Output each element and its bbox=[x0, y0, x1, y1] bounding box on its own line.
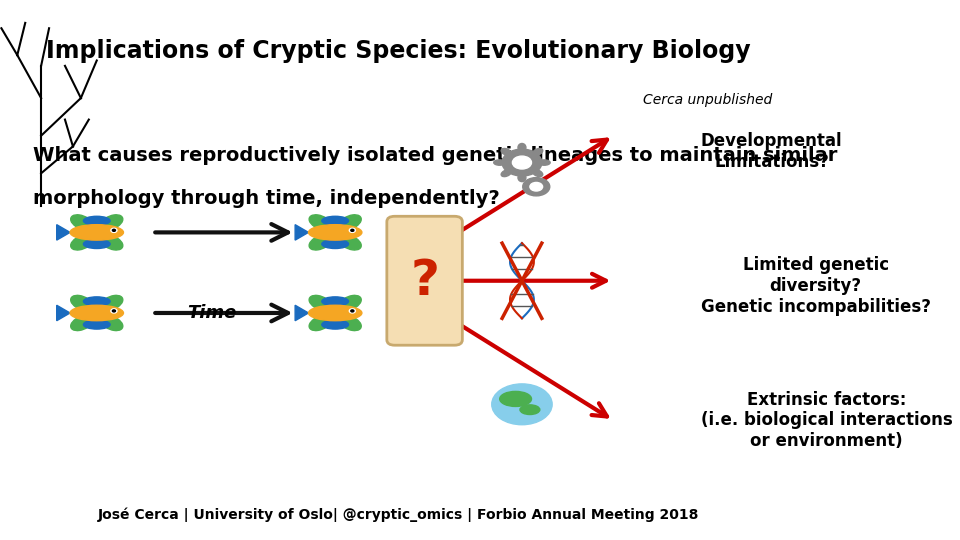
Text: Limited genetic
diversity?
Genetic incompabilities?: Limited genetic diversity? Genetic incom… bbox=[701, 256, 931, 316]
Ellipse shape bbox=[71, 215, 93, 230]
Ellipse shape bbox=[539, 160, 550, 165]
Polygon shape bbox=[57, 305, 70, 321]
Ellipse shape bbox=[322, 239, 348, 248]
Ellipse shape bbox=[70, 225, 124, 240]
Text: Developmental
Limitations?: Developmental Limitations? bbox=[701, 132, 842, 171]
Ellipse shape bbox=[533, 148, 542, 156]
Ellipse shape bbox=[339, 215, 361, 230]
Ellipse shape bbox=[339, 315, 361, 330]
Circle shape bbox=[523, 178, 550, 196]
Circle shape bbox=[530, 183, 542, 191]
Ellipse shape bbox=[493, 160, 506, 165]
Ellipse shape bbox=[322, 217, 348, 225]
Ellipse shape bbox=[84, 320, 110, 329]
Ellipse shape bbox=[84, 297, 110, 306]
Ellipse shape bbox=[518, 144, 526, 152]
Ellipse shape bbox=[71, 235, 93, 250]
Text: José Cerca | University of Oslo| @cryptic_omics | Forbio Annual Meeting 2018: José Cerca | University of Oslo| @crypti… bbox=[98, 508, 700, 523]
Circle shape bbox=[112, 310, 115, 312]
Text: morphology through time, independently?: morphology through time, independently? bbox=[34, 190, 500, 208]
Ellipse shape bbox=[308, 225, 362, 240]
Circle shape bbox=[502, 149, 541, 176]
Ellipse shape bbox=[101, 215, 123, 230]
Circle shape bbox=[492, 384, 552, 425]
Ellipse shape bbox=[322, 320, 348, 329]
Circle shape bbox=[349, 228, 355, 232]
Circle shape bbox=[110, 228, 117, 232]
Circle shape bbox=[349, 309, 355, 313]
Text: Extrinsic factors:
(i.e. biological interactions
or environment): Extrinsic factors: (i.e. biological inte… bbox=[701, 390, 952, 450]
Ellipse shape bbox=[501, 170, 512, 177]
Circle shape bbox=[112, 230, 115, 231]
Text: Cerca unpublished: Cerca unpublished bbox=[643, 93, 772, 107]
Ellipse shape bbox=[84, 217, 110, 225]
Ellipse shape bbox=[533, 170, 542, 177]
Ellipse shape bbox=[101, 315, 123, 330]
Ellipse shape bbox=[501, 148, 512, 156]
Ellipse shape bbox=[71, 315, 93, 330]
FancyBboxPatch shape bbox=[387, 217, 463, 345]
Ellipse shape bbox=[309, 215, 331, 230]
Ellipse shape bbox=[101, 235, 123, 250]
Ellipse shape bbox=[339, 235, 361, 250]
Ellipse shape bbox=[520, 405, 540, 415]
Ellipse shape bbox=[101, 295, 123, 310]
Polygon shape bbox=[295, 305, 308, 321]
Text: What causes reproductively isolated genetic lineages to maintain similar: What causes reproductively isolated gene… bbox=[34, 146, 837, 165]
Ellipse shape bbox=[70, 305, 124, 321]
Ellipse shape bbox=[308, 305, 362, 321]
Polygon shape bbox=[295, 225, 308, 240]
Ellipse shape bbox=[71, 295, 93, 310]
Ellipse shape bbox=[500, 392, 532, 407]
Ellipse shape bbox=[84, 239, 110, 248]
Circle shape bbox=[513, 156, 532, 169]
Circle shape bbox=[350, 230, 354, 231]
Ellipse shape bbox=[309, 295, 331, 310]
Ellipse shape bbox=[322, 297, 348, 306]
Ellipse shape bbox=[309, 235, 331, 250]
Ellipse shape bbox=[518, 173, 526, 181]
Text: Implications of Cryptic Species: Evolutionary Biology: Implications of Cryptic Species: Evoluti… bbox=[46, 39, 751, 63]
Circle shape bbox=[350, 310, 354, 312]
Polygon shape bbox=[57, 225, 70, 240]
Ellipse shape bbox=[339, 295, 361, 310]
Ellipse shape bbox=[309, 315, 331, 330]
Text: ?: ? bbox=[411, 256, 440, 305]
Circle shape bbox=[110, 309, 117, 313]
Text: Time: Time bbox=[187, 304, 237, 322]
